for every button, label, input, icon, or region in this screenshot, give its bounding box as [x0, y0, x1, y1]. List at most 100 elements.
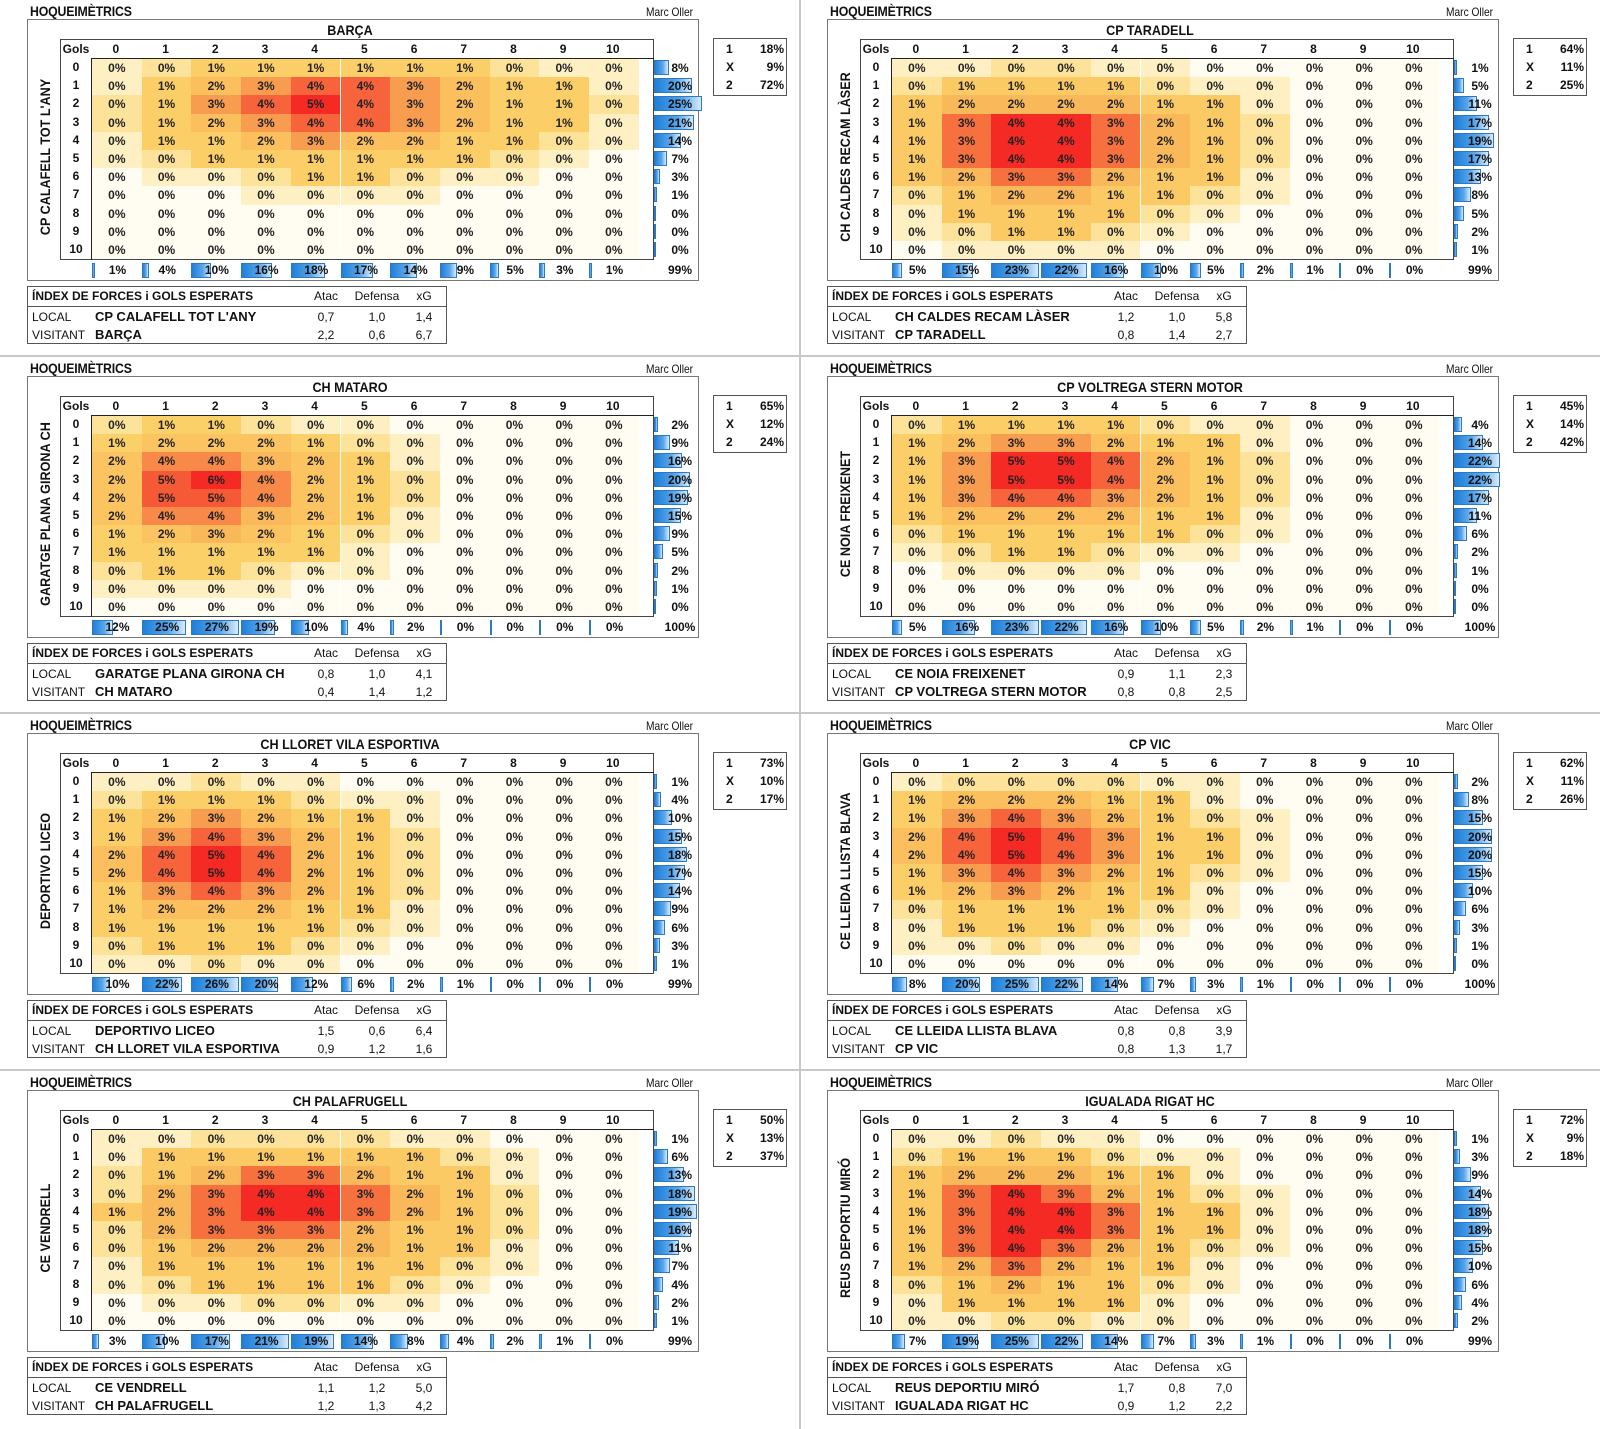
heatmap-cell: 0%: [1140, 222, 1191, 242]
column-total-label: 10%: [105, 977, 130, 991]
brand-title: HOQUEIMÈTRICS: [30, 1074, 132, 1090]
heatmap-cell: 1%: [1090, 77, 1141, 96]
row-total-label: 9%: [671, 436, 689, 451]
attack-value: 0,8: [1117, 1042, 1135, 1056]
column-header: 2: [1011, 399, 1019, 413]
heatmap-cell: 1%: [1190, 507, 1240, 526]
heatmap-cell: 0%: [1389, 59, 1439, 78]
team-name: BARÇA: [95, 327, 142, 342]
row-header: 9: [72, 1294, 80, 1309]
heatmap-cell: 1%: [892, 1239, 942, 1258]
odds-outcome-key: X: [1526, 417, 1535, 431]
row-total-bar: [1454, 901, 1466, 917]
column-header: 6: [410, 399, 418, 413]
heatmap-cell: 0%: [1339, 791, 1389, 810]
heatmap-cell: 0%: [439, 936, 490, 956]
heatmap-cell: 0%: [1389, 827, 1439, 846]
column-total-label: 5%: [1207, 263, 1225, 277]
match-panel: HOQUEIMÈTRICS Marc Oller CH MATARO GARATGE …: [0, 357, 798, 713]
odds-probability: 72%: [759, 78, 784, 92]
column-total-bar: [539, 263, 546, 278]
row-header: 5: [72, 1222, 80, 1236]
side-label: VISITANT: [32, 328, 86, 342]
defense-value: 1,2: [1168, 1399, 1186, 1413]
heatmap-cell: 3%: [941, 113, 992, 132]
index-title: ÍNDEX DE FORCES i GOLS ESPERATS: [32, 1003, 254, 1017]
heatmap-cell: 4%: [340, 77, 391, 96]
xg-value: 2,7: [1215, 328, 1233, 342]
column-total-bar: [539, 1334, 543, 1349]
brand-title: HOQUEIMÈTRICS: [30, 3, 132, 19]
column-total-label: 25%: [155, 620, 180, 634]
heatmap-cell: 0%: [539, 452, 589, 471]
heatmap-cell: 1%: [1190, 470, 1240, 489]
column-total-label: 5%: [908, 263, 927, 277]
heatmap-cell: 4%: [191, 507, 242, 526]
heatmap-cell: 0%: [1389, 525, 1439, 544]
heatmap-cell: 1%: [439, 150, 490, 169]
row-total-label: 2%: [1471, 1314, 1489, 1328]
heatmap-cell: 3%: [1041, 864, 1091, 883]
team-name: CH LLORET VILA ESPORTIVA: [95, 1041, 280, 1056]
heatmap-cell: 0%: [892, 525, 942, 544]
heatmap-cell: 0%: [589, 955, 639, 974]
column-total-bar: [941, 620, 976, 635]
row-total-bar: [1454, 526, 1467, 542]
heatmap-cell: 0%: [92, 131, 142, 151]
row-header: 6: [872, 526, 880, 541]
index-title: ÍNDEX DE FORCES i GOLS ESPERATS: [832, 1360, 1054, 1374]
side-label: LOCAL: [32, 667, 72, 681]
column-total-bar: [1239, 620, 1245, 635]
odds-probability: 14%: [1559, 417, 1584, 431]
grand-total: 100%: [664, 620, 696, 634]
heatmap-cell: 0%: [1239, 222, 1290, 242]
heatmap-cell: 4%: [141, 845, 192, 865]
odds-row: 1 18%: [714, 40, 788, 58]
heatmap-cell: 0%: [1339, 955, 1389, 974]
heatmap-cell: 0%: [1339, 1184, 1389, 1203]
column-total-label: 3%: [1207, 977, 1225, 991]
column-header: 5: [361, 756, 368, 770]
heatmap-cell: 0%: [92, 1257, 142, 1276]
heatmap-cell: 0%: [539, 845, 589, 865]
heatmap-cell: 0%: [340, 561, 391, 580]
heatmap-cell: 1%: [191, 59, 242, 78]
odds-row: 2 18%: [1514, 1147, 1588, 1165]
heatmap-cell: 3%: [191, 1202, 242, 1222]
column-header: 9: [1359, 399, 1367, 413]
row-total-bar: [654, 78, 693, 94]
heatmap-cell: 0%: [241, 222, 291, 242]
odds-outcome-key: X: [726, 60, 735, 74]
side-label: LOCAL: [832, 667, 872, 681]
row-total-label: 2%: [671, 418, 689, 432]
column-header: 1: [162, 756, 169, 770]
heatmap-cell: 0%: [1090, 1130, 1141, 1149]
heatmap-cell: 4%: [1041, 150, 1091, 169]
column-total-label: 12%: [304, 977, 329, 991]
heatmap-cell: 0%: [539, 488, 589, 508]
odds-row: 2 72%: [714, 76, 788, 94]
heatmap-cell: 1%: [92, 809, 142, 828]
row-header: 2: [72, 96, 80, 111]
column-header: 4: [311, 756, 318, 770]
row-header: 3: [72, 471, 80, 486]
row-total-label: 6%: [671, 920, 689, 935]
heatmap-cell: 0%: [589, 488, 639, 508]
odds-probability: 37%: [759, 1149, 784, 1163]
odds-probability: 24%: [759, 435, 784, 449]
xg-value: 4,1: [415, 667, 433, 681]
heatmap-cell: 0%: [141, 222, 192, 242]
heatmap-cell: 0%: [1239, 1202, 1290, 1222]
heatmap-cell: 0%: [1041, 241, 1091, 260]
odds-row: 1 50%: [714, 1111, 788, 1129]
odds-outcome-key: 1: [726, 42, 733, 56]
row-total-bar: [1454, 508, 1477, 523]
heatmap-cell: 0%: [92, 113, 142, 132]
home-team-name: REUS DEPORTIU MIRÓ: [837, 1157, 853, 1299]
heatmap-cell: 1%: [340, 1275, 391, 1294]
heatmap-cell: 0%: [489, 434, 540, 453]
column-total-bar: [489, 263, 500, 278]
row-header: 4: [872, 132, 880, 147]
row-total-bar: [654, 883, 680, 899]
heatmap-cell: 0%: [1289, 845, 1340, 865]
